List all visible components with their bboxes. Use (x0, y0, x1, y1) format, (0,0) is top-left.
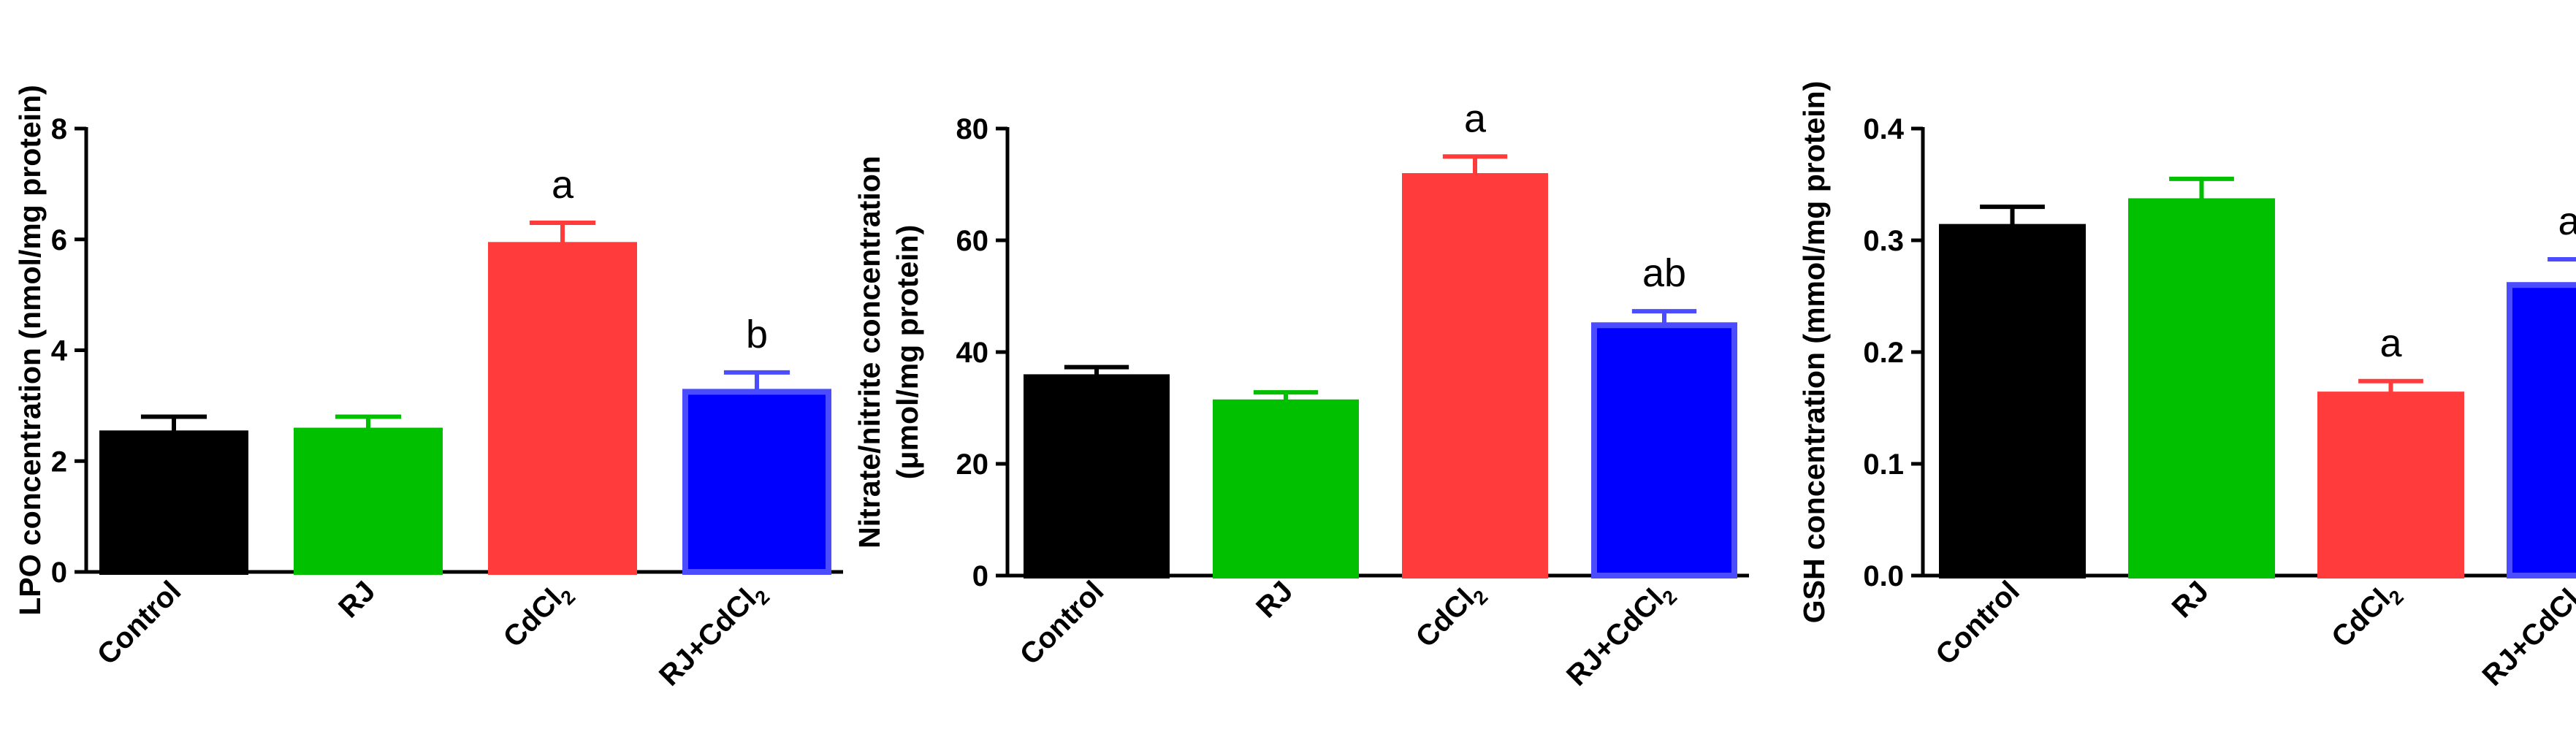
significance-label: a (2379, 321, 2402, 365)
y-tick-label: 80 (956, 113, 989, 145)
y-tick-label: 0.0 (1863, 560, 1904, 592)
bar (1213, 399, 1359, 578)
y-tick-label: 0.2 (1863, 337, 1904, 369)
y-tick-label: 20 (956, 448, 989, 481)
bar (682, 389, 831, 575)
category-label: Control (1014, 575, 1110, 671)
significance-label: a (552, 163, 574, 207)
category-label: CdCl2 (498, 575, 580, 657)
significance-label: ab (2558, 199, 2576, 243)
significance-label: a (1464, 96, 1487, 140)
bar (1939, 224, 2086, 578)
bar (2507, 282, 2576, 578)
category-label: Control (91, 575, 188, 671)
category-label: RJ (1250, 575, 1299, 624)
bar (2128, 198, 2275, 578)
y-axis-title: GSH concentration (mmol/mg protein) (1797, 81, 1831, 624)
y-tick-label: 60 (956, 225, 989, 257)
category-label: RJ+CdCl2 (653, 575, 774, 695)
significance-label: ab (1642, 251, 1686, 295)
category-label: RJ+CdCl2 (1561, 575, 1681, 695)
bar (1024, 374, 1170, 578)
bar (2317, 392, 2464, 579)
category-label: RJ+CdCl2 (2476, 575, 2576, 695)
bar (294, 427, 443, 575)
gsh-chart: 0.0 0.1 0.2 0.3 0.4 GSH concentration (mmol/m… (1797, 81, 2576, 695)
bar (1402, 173, 1548, 578)
y-tick-label: 4 (51, 335, 68, 367)
y-tick-label: 0.3 (1863, 225, 1904, 257)
y-tick-label: 2 (51, 446, 67, 478)
bar (1591, 322, 1737, 578)
y-tick-label: 8 (51, 113, 67, 145)
y-axis-title: Nitrate/nitrite concentration (853, 156, 886, 549)
category-label: RJ (2166, 575, 2215, 624)
bar (99, 430, 248, 575)
y-axis-title: LPO concentration (nmol/mg protein) (13, 85, 47, 616)
y-tick-label: 0 (972, 560, 988, 592)
y-tick-label: 40 (956, 337, 989, 369)
category-label: CdCl2 (1410, 575, 1493, 657)
y-tick-label: 0 (51, 557, 67, 589)
significance-label: b (746, 313, 768, 356)
category-label: RJ (332, 575, 381, 624)
y-axis-title: (μmol/mg protein) (891, 225, 924, 480)
category-label: CdCl2 (2325, 575, 2408, 657)
nitrate-nitrite-chart: 0 20 40 60 80 Nitrate/nitrite concentration (μ… (853, 96, 1749, 695)
category-label: Control (1929, 575, 2026, 671)
y-tick-label: 6 (51, 224, 67, 256)
bar (488, 242, 637, 575)
y-tick-label: 0.4 (1863, 113, 1904, 145)
y-tick-label: 0.1 (1863, 448, 1904, 481)
